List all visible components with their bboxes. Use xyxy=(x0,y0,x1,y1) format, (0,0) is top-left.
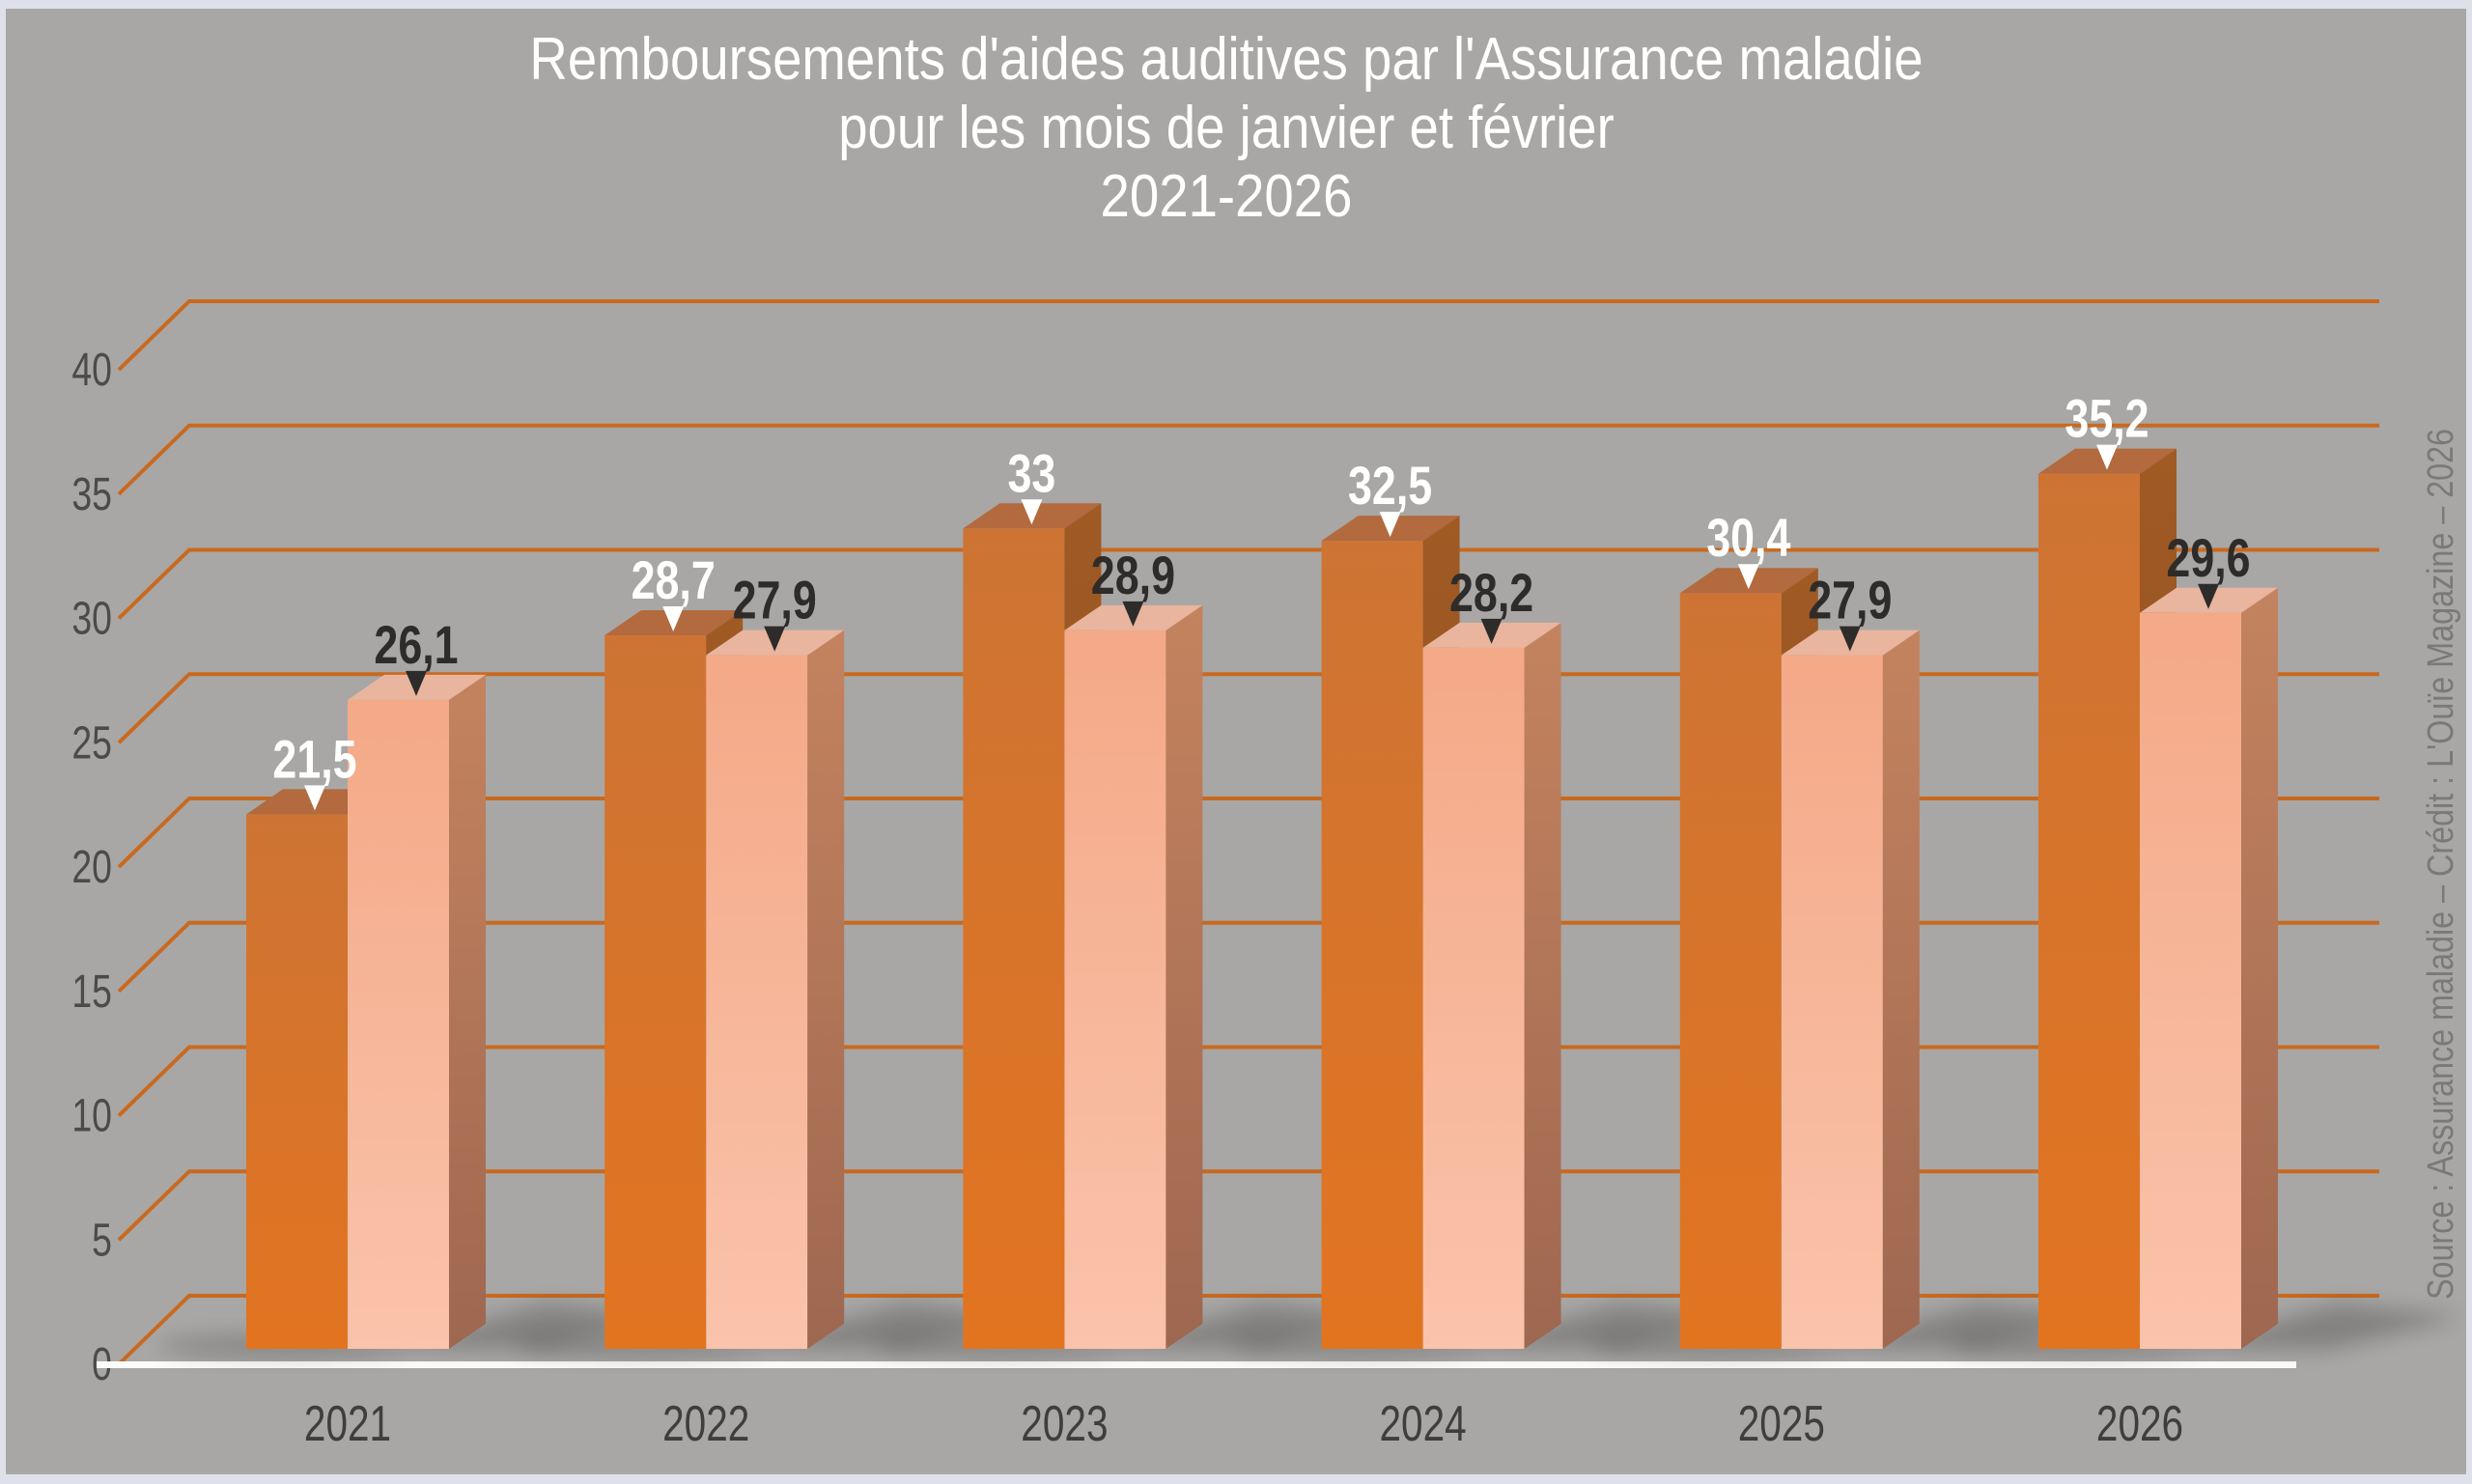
value-label-2026-janvier: 35,2 xyxy=(2065,388,2149,449)
gridline-15 xyxy=(117,920,2379,994)
gridline-25 xyxy=(117,672,2379,744)
bar-2024-février-side xyxy=(1524,622,1561,1349)
frame-border-right xyxy=(2466,0,2472,1484)
bar-2021-janvier-front xyxy=(246,814,348,1349)
chart-title: Remboursements d'aides auditives par l'A… xyxy=(164,25,2289,231)
bar-2025-janvier-front xyxy=(1679,593,1782,1349)
value-label-2025-janvier: 30,4 xyxy=(1706,507,1790,568)
value-label-2023-février: 28,9 xyxy=(1091,545,1175,605)
value-label-tail-2021-janvier xyxy=(304,785,325,811)
chart-title-line-2: pour les mois de janvier et février xyxy=(838,95,1615,161)
value-label-2021-janvier: 21,5 xyxy=(272,729,356,790)
y-tick-25: 25 xyxy=(71,717,112,770)
bar-2022-janvier-front xyxy=(604,634,707,1349)
y-tick-5: 5 xyxy=(92,1215,112,1267)
bar-2022-février-front xyxy=(706,655,808,1349)
chart-title-line-1: Remboursements d'aides auditives par l'A… xyxy=(529,26,1924,93)
bar-2026-février-front xyxy=(2140,612,2241,1349)
bar-2021-février-side xyxy=(449,674,486,1349)
value-label-2025-février: 27,9 xyxy=(1808,570,1892,630)
y-tick-20: 20 xyxy=(71,842,112,894)
gridline-0 xyxy=(117,1294,2379,1366)
gridline-30 xyxy=(117,547,2379,620)
x-label-2021: 2021 xyxy=(304,1395,391,1451)
value-label-tail-2024-février xyxy=(1480,618,1503,644)
bar-2026-janvier-front xyxy=(2038,473,2140,1350)
y-tick-30: 30 xyxy=(71,593,112,645)
source-note: Source : Assurance maladie – Crédit : L'… xyxy=(2421,428,2461,1301)
value-label-tail-2023-février xyxy=(1122,601,1144,627)
gridline-5 xyxy=(117,1169,2379,1242)
x-label-2024: 2024 xyxy=(1379,1395,1466,1451)
gridline-40 xyxy=(117,299,2379,372)
y-tick-10: 10 xyxy=(71,1090,112,1142)
bar-2024-février-front xyxy=(1422,647,1525,1349)
bar-2022-février-side xyxy=(807,630,845,1349)
gridline-10 xyxy=(117,1045,2379,1117)
x-axis-baseline xyxy=(97,1361,2296,1368)
bar-2025-février-side xyxy=(1882,630,1920,1349)
value-label-tail-2025-janvier xyxy=(1737,564,1759,590)
value-label-2024-janvier: 32,5 xyxy=(1348,455,1432,516)
frame-border-left xyxy=(0,0,6,1484)
y-tick-15: 15 xyxy=(71,966,112,1018)
value-label-tail-2024-janvier xyxy=(1379,512,1401,538)
value-label-2024-février: 28,2 xyxy=(1449,562,1533,623)
bar-2026-février-side xyxy=(2241,587,2278,1349)
gridline-35 xyxy=(117,423,2379,496)
x-label-2023: 2023 xyxy=(1021,1395,1108,1451)
chart-title-line-3: 2021-2026 xyxy=(1100,163,1353,230)
bar-2023-février-front xyxy=(1064,630,1166,1349)
value-label-2022-février: 27,9 xyxy=(733,570,817,630)
bar-2021-février-front xyxy=(348,699,449,1349)
x-label-2026: 2026 xyxy=(2096,1395,2183,1451)
bar-2023-février-side xyxy=(1166,604,1203,1349)
value-label-tail-2021-février xyxy=(406,670,427,696)
value-label-tail-2026-février xyxy=(2198,583,2219,609)
y-tick-40: 40 xyxy=(71,345,112,397)
value-label-tail-2026-janvier xyxy=(2096,444,2118,470)
value-label-tail-2022-janvier xyxy=(662,605,685,631)
value-label-tail-2023-janvier xyxy=(1021,499,1043,525)
frame-border-bottom xyxy=(0,1474,2472,1484)
bar-2024-janvier-front xyxy=(1321,541,1423,1349)
gridline-20 xyxy=(117,797,2379,869)
value-label-2026-février: 29,6 xyxy=(2166,527,2250,588)
value-label-tail-2025-février xyxy=(1839,626,1861,652)
value-label-2023-janvier: 33 xyxy=(1007,442,1055,503)
frame-border-top xyxy=(0,0,2472,9)
value-label-tail-2022-février xyxy=(764,626,786,652)
x-label-2025: 2025 xyxy=(1738,1395,1825,1451)
value-label-2021-février: 26,1 xyxy=(374,614,458,675)
x-label-2022: 2022 xyxy=(662,1395,749,1451)
bar-2025-février-front xyxy=(1781,655,1883,1349)
value-label-2022-janvier: 28,7 xyxy=(632,549,716,610)
bar-2023-janvier-front xyxy=(963,528,1065,1349)
y-tick-35: 35 xyxy=(71,468,112,520)
